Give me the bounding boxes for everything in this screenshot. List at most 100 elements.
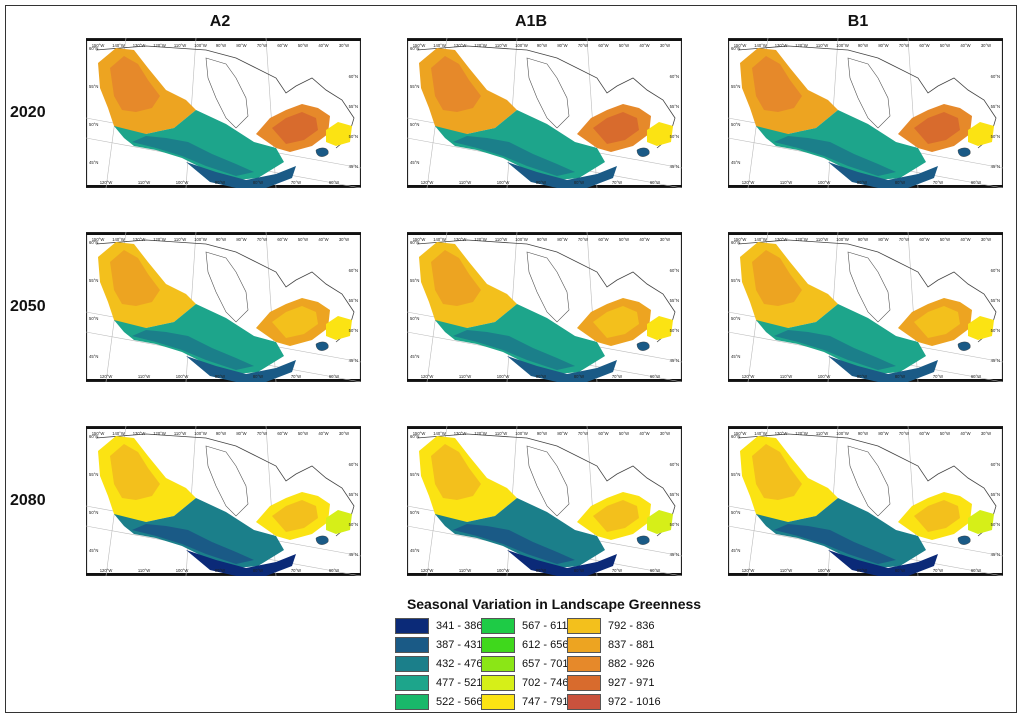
axis-tick-label-top: 80°W — [557, 431, 567, 436]
axis-tick-label-top: 40°W — [318, 237, 328, 242]
axis-tick-label-bottom: 100°W — [176, 180, 189, 185]
axis-tick-label-bottom: 120°W — [100, 374, 113, 379]
axis-tick-label-left: 45°N — [410, 548, 419, 553]
axis-tick-label-left: 60°N — [89, 434, 98, 439]
greenness-region — [132, 136, 254, 176]
legend-swatch — [567, 694, 601, 710]
axis-tick-label-top: 40°W — [960, 43, 970, 48]
axis-tick-label-top: 50°W — [298, 237, 308, 242]
axis-tick-label-right: 45°N — [349, 164, 358, 169]
axis-tick-label-top: 140°W — [112, 43, 125, 48]
axis-tick-label-top: 70°W — [899, 237, 909, 242]
axis-tick-label-bottom: 80°W — [253, 568, 263, 573]
axis-tick-label-left: 50°N — [410, 316, 419, 321]
axis-tick-label-left: 60°N — [731, 240, 740, 245]
axis-tick-label-right: 60°N — [670, 268, 679, 273]
axis-tick-label-bottom: 70°W — [291, 374, 301, 379]
axis-tick-label-bottom: 100°W — [176, 568, 189, 573]
axis-tick-label-left: 60°N — [410, 46, 419, 51]
axis-tick-label-top: 90°W — [537, 43, 547, 48]
axis-tick-label-top: 150°W — [92, 43, 105, 48]
axis-tick-label-bottom: 90°W — [536, 568, 546, 573]
axis-tick-label-top: 130°W — [775, 431, 788, 436]
greenness-region — [756, 498, 926, 568]
greenness-map: 150°W 140°W 130°W 120°W 110°W 100°W 90°W 80°W 70… — [86, 38, 361, 188]
axis-tick-label-top: 70°W — [899, 43, 909, 48]
greenness-region — [752, 250, 802, 306]
axis-tick-label-right: 55°N — [670, 492, 679, 497]
axis-tick-label-top: 70°W — [257, 237, 267, 242]
axis-tick-label-right: 55°N — [349, 492, 358, 497]
axis-tick-label-right: 55°N — [670, 104, 679, 109]
greenness-region — [326, 510, 352, 534]
axis-tick-label-left: 55°N — [731, 84, 740, 89]
axis-tick-label-top: 30°W — [339, 237, 349, 242]
legend-swatch — [395, 675, 429, 691]
legend-label: 387 - 431 — [436, 639, 483, 651]
axis-tick-label-right: 60°N — [670, 462, 679, 467]
axis-tick-label-bottom: 90°W — [536, 374, 546, 379]
greenness-region — [914, 500, 960, 532]
axis-tick-label-top: 90°W — [537, 237, 547, 242]
axis-tick-label-bottom: 120°W — [100, 180, 113, 185]
axis-tick-label-left: 60°N — [731, 434, 740, 439]
axis-tick-label-top: 150°W — [734, 431, 747, 436]
axis-tick-label-bottom: 90°W — [215, 374, 225, 379]
greenness-region — [326, 316, 352, 340]
axis-tick-label-bottom: 120°W — [742, 180, 755, 185]
axis-tick-label-bottom: 80°W — [895, 374, 905, 379]
scenario-header-a2: A2 — [209, 13, 231, 30]
axis-tick-label-bottom: 60°W — [650, 180, 660, 185]
legend-item: 387 - 431 — [395, 637, 482, 653]
greenness-region — [186, 162, 296, 188]
greenness-map: 150°W 140°W 130°W 120°W 110°W 100°W 90°W 80°W 70… — [86, 232, 361, 382]
axis-tick-label-top: 50°W — [940, 43, 950, 48]
axis-tick-label-right: 50°N — [349, 522, 358, 527]
legend-swatch — [481, 637, 515, 653]
axis-tick-label-top: 30°W — [660, 237, 670, 242]
coastline-outline — [95, 433, 355, 537]
axis-tick-label-top: 130°W — [775, 43, 788, 48]
axis-tick-label-left: 55°N — [410, 472, 419, 477]
axis-tick-label-top: 100°W — [515, 43, 528, 48]
legend-swatch — [395, 656, 429, 672]
legend-item: 567 - 611 — [481, 618, 568, 634]
coastline-outline — [737, 45, 997, 149]
legend-label: 702 - 746 — [522, 677, 569, 689]
greenness-region — [774, 330, 896, 370]
hudson-bay-outline — [205, 445, 249, 517]
axis-tick-label-bottom: 70°W — [612, 374, 622, 379]
axis-tick-label-top: 90°W — [858, 43, 868, 48]
hudson-bay-outline — [205, 251, 249, 323]
map-panel-b1-2080: 150°W 140°W 130°W 120°W 110°W 100°W 90°W 80°W 70… — [728, 426, 1003, 576]
axis-tick-label-right: 55°N — [349, 298, 358, 303]
axis-tick-label-right: 50°N — [991, 522, 1000, 527]
legend-item: 522 - 566 — [395, 694, 482, 710]
axis-tick-label-left: 60°N — [410, 434, 419, 439]
axis-tick-label-top: 40°W — [639, 43, 649, 48]
axis-tick-label-top: 40°W — [960, 431, 970, 436]
axis-tick-label-bottom: 60°W — [329, 180, 339, 185]
axis-tick-label-top: 50°W — [619, 237, 629, 242]
axis-tick-label-bottom: 70°W — [612, 568, 622, 573]
axis-tick-label-top: 60°W — [598, 43, 608, 48]
axis-tick-label-bottom: 110°W — [459, 568, 471, 573]
lake-region — [957, 535, 971, 545]
axis-tick-label-top: 50°W — [940, 431, 950, 436]
hudson-bay-outline — [526, 57, 570, 129]
scenario-header-a1b: A1B — [514, 13, 547, 30]
greenness-region — [647, 316, 673, 340]
axis-tick-label-left: 50°N — [410, 510, 419, 515]
axis-tick-label-top: 110°W — [174, 431, 186, 436]
axis-tick-label-bottom: 90°W — [215, 568, 225, 573]
axis-tick-label-bottom: 60°W — [971, 374, 981, 379]
axis-tick-label-top: 50°W — [619, 431, 629, 436]
axis-tick-label-top: 80°W — [878, 43, 888, 48]
lake-region — [315, 535, 329, 545]
axis-tick-label-left: 50°N — [731, 510, 740, 515]
axis-tick-label-top: 30°W — [981, 237, 991, 242]
coastline-outline — [95, 239, 355, 343]
legend-label: 341 - 386 — [436, 620, 483, 632]
figure-frame — [5, 5, 1017, 713]
axis-tick-label-bottom: 110°W — [780, 568, 792, 573]
